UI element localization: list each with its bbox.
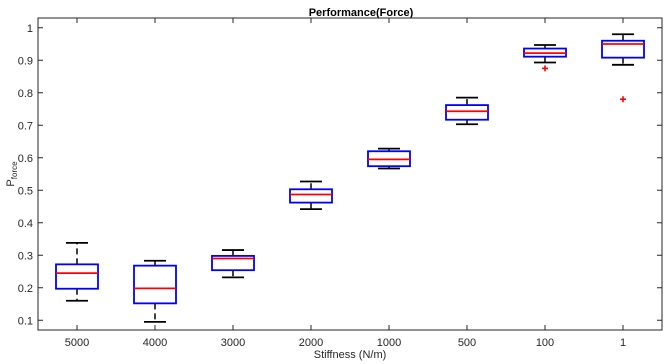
box-2000 [289,180,333,211]
y-tick-label: 0.4 [18,218,33,230]
box-500 [445,96,489,126]
x-tick-label: 100 [536,337,554,349]
boxes-group [55,33,645,323]
plot-area [37,17,663,331]
y-tick-label: 0.8 [18,88,33,100]
box-body [133,264,177,305]
y-tick-label: 1 [27,23,33,35]
x-tick-label: 2000 [299,337,323,349]
chart-title: Performance(Force) [309,7,414,19]
x-axis-title: Stiffness (N/m) [314,349,387,361]
box-body [445,104,489,121]
box-body [211,254,255,272]
box-5000 [55,241,99,302]
box-3000 [211,249,255,279]
x-tick-label: 5000 [65,337,89,349]
x-tick-label: 3000 [221,337,245,349]
y-tick-label: 0.9 [18,55,33,67]
x-tick-label: 4000 [143,337,167,349]
y-axis-title-main: P [5,179,17,186]
y-tick-label: 0.3 [18,250,33,262]
y-tick-label: 0.1 [18,315,33,327]
box-body [289,188,333,204]
box-body [55,263,99,290]
box-body [601,39,645,59]
x-tick-label: 1 [620,337,626,349]
x-axis: 5000 4000 3000 2000 1000 500 100 1 [65,18,626,349]
outlier-marker [542,65,548,72]
y-tick-label: 0.2 [18,283,33,295]
box-4000 [133,259,177,323]
y-tick-label: 0.6 [18,153,33,165]
box-100 [523,44,567,72]
outlier-marker [620,96,626,103]
y-tick-label: 0.5 [18,185,33,197]
x-tick-label: 1000 [377,337,401,349]
y-axis-title-subscript: force [10,161,19,179]
y-axis: 0.1 0.2 0.3 0.4 0.5 0.6 0.7 0.8 0.9 1 [18,23,662,327]
y-axis-title: Pforce [5,161,19,187]
box-1000 [367,147,411,170]
y-tick-label: 0.7 [18,120,33,132]
box-1 [601,33,645,103]
x-tick-label: 500 [458,337,476,349]
